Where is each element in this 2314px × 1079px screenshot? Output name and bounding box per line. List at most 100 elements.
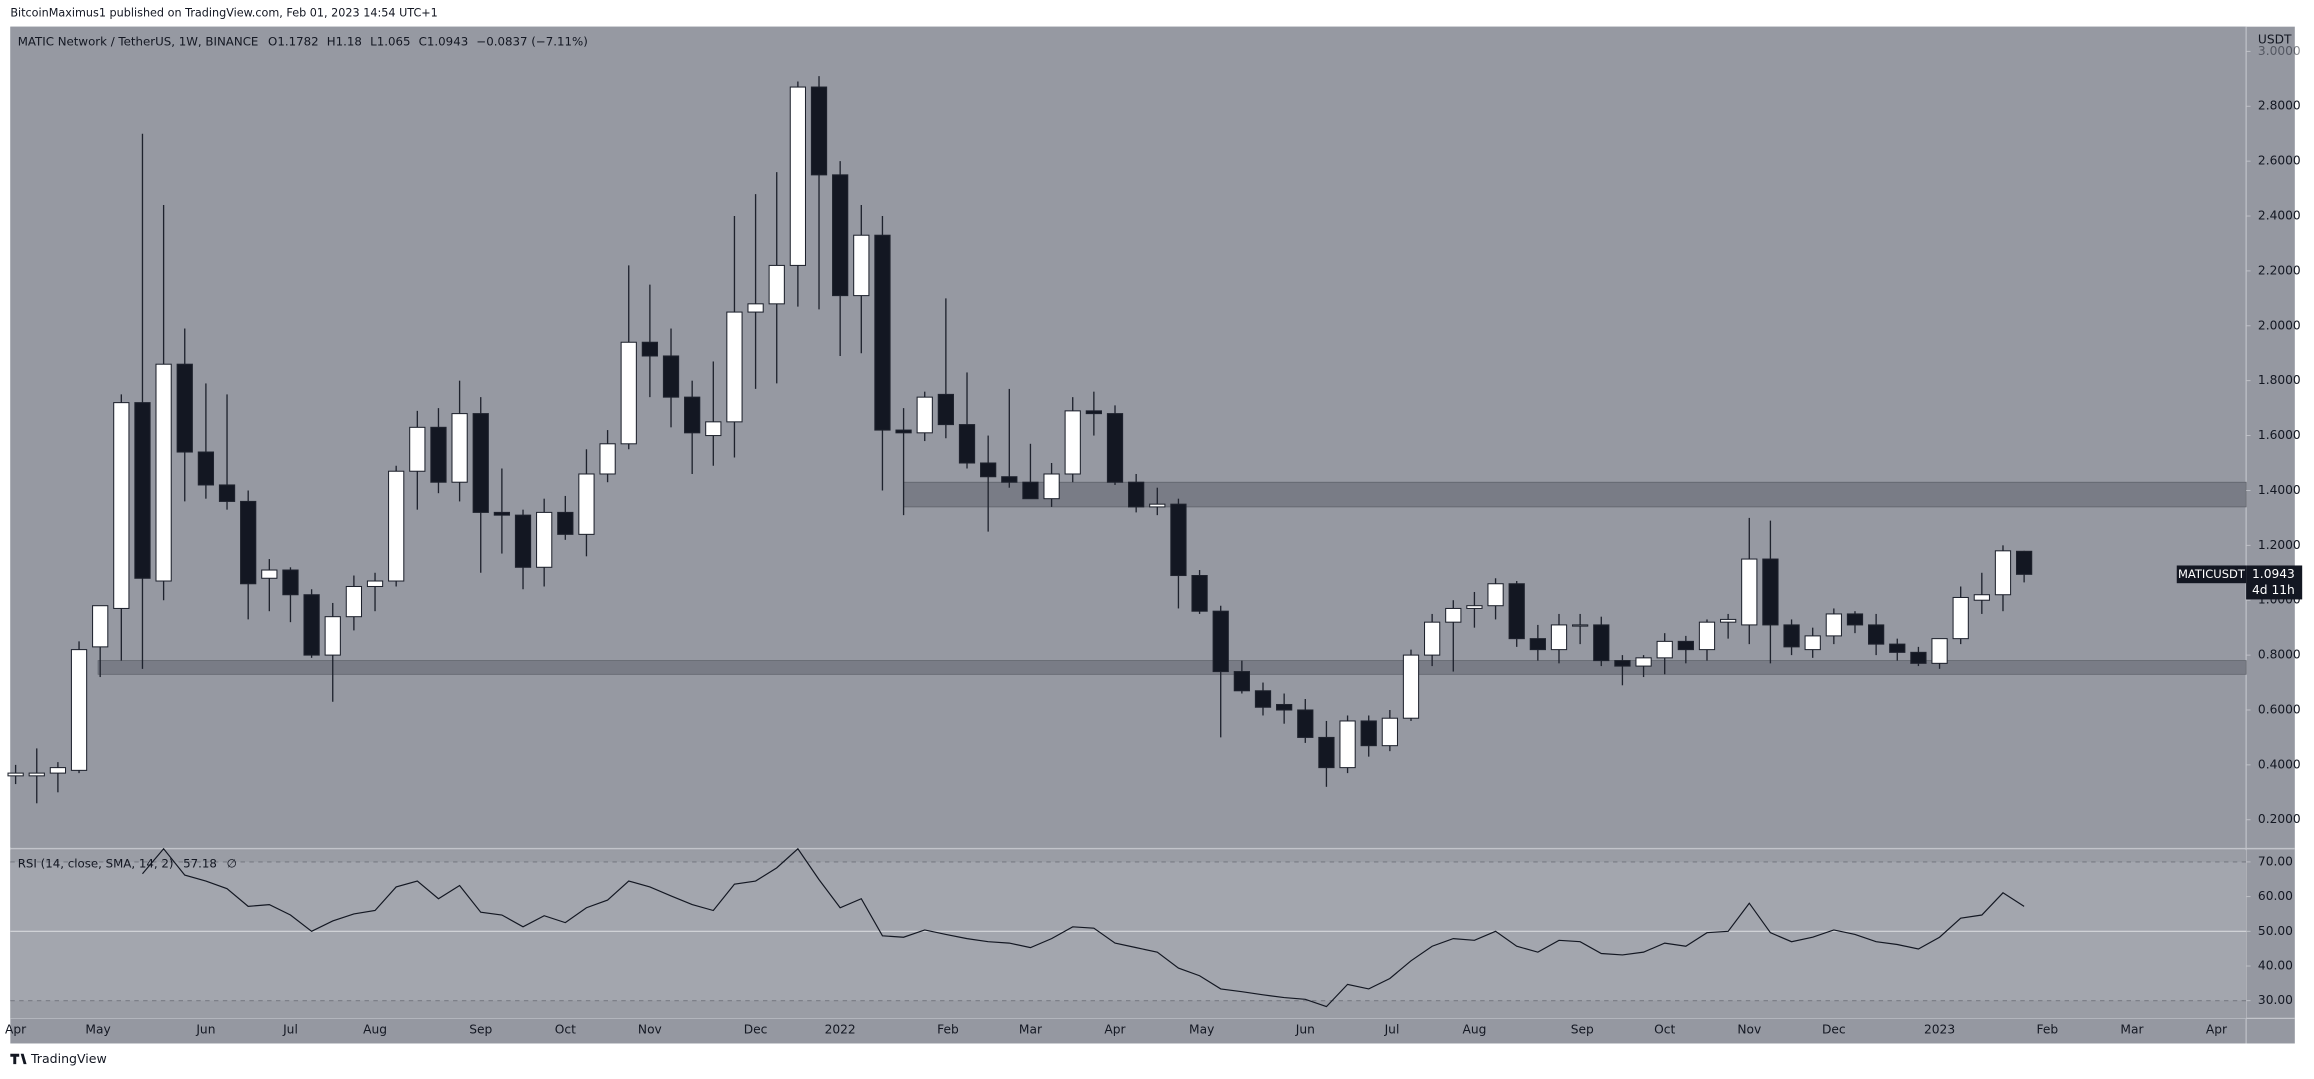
x-tick-label: Aug [1462,1023,1486,1037]
candle-body [895,429,912,434]
publisher-line: BitcoinMaximus1 published on TradingView… [10,6,437,19]
candle-body [832,174,849,297]
candle-body [1128,481,1145,508]
candle-body [1001,476,1018,483]
x-tick-label: 2022 [825,1023,856,1037]
rsi-line [142,847,2025,1008]
candle-body [1656,640,1673,659]
x-tick-label: Apr [2206,1023,2228,1037]
candle-body [1233,671,1250,692]
x-tick-label: Jun [195,1023,215,1037]
candle-body [578,473,595,535]
candle-body [768,264,785,305]
candle-body [134,402,151,579]
candle-body [1508,583,1525,640]
candle-body [1741,558,1758,626]
x-tick-label: Mar [2120,1023,2144,1037]
y-tick-label: 2.0000 [2258,318,2301,332]
ohlc-value: 1.18 [336,34,362,48]
ohlc-value: 1.1782 [277,34,318,48]
x-tick-label: Jul [1384,1023,1400,1037]
candle-body [1910,651,1927,664]
candle-body [49,767,67,774]
candle-body [1698,621,1716,651]
candle-body [1212,610,1229,673]
x-tick-label: Dec [744,1023,768,1037]
candle-body [176,363,193,453]
footer-brand: TradingView [30,1051,107,1066]
candle-body [1762,558,1779,626]
rsi-tick-label: 60.00 [2258,889,2293,903]
candle-body [324,616,341,656]
y-tick-label: 0.8000 [2258,648,2301,662]
candle-body [874,234,891,431]
candle-body [557,511,574,535]
rsi-title: RSI (14, close, SMA, 14, 2) [18,856,174,870]
candle-body [197,451,215,486]
y-tick-label: 2.8000 [2258,99,2301,113]
x-tick-label: Mar [1019,1023,1043,1037]
candle-body [1931,638,1948,664]
ohlc-value: 1.0943 [427,34,468,48]
ohlc-prefix: O [268,34,277,48]
price-panel [10,26,2247,848]
rsi-layer [10,847,2247,1019]
support-zone [97,660,2247,675]
candle-body [1043,473,1060,500]
candle-body [1593,624,1610,662]
candle-body [1318,736,1335,769]
candle-body [1149,503,1166,508]
x-tick-label: Sep [469,1023,492,1037]
footer-logo: TradingView [10,1051,107,1066]
candle-body [92,605,109,648]
change-value: −0.0837 (−7.11%) [476,34,587,48]
y-tick-label: 0.2000 [2258,812,2301,826]
candle-body [958,424,976,464]
rsi-tick-label: 40.00 [2258,959,2293,973]
candle-body [451,413,468,483]
candle-body [789,86,807,266]
candle-body [1064,410,1081,475]
candle-body [261,569,278,579]
candle-body [1022,481,1039,500]
x-tick-label: Feb [937,1023,959,1037]
x-tick-label: May [85,1023,110,1037]
y-tick-label: 3.0000 [2258,44,2301,58]
countdown-tag: 4d 11h [2252,583,2295,597]
candle-body [1846,613,1864,626]
x-tick-label: Aug [363,1023,387,1037]
ohlc-prefix: L [370,34,377,48]
y-tick-label: 2.4000 [2258,209,2301,223]
candle-body [218,484,236,502]
candle-body [1635,657,1652,667]
candle-body [1952,596,1969,640]
candle-body [705,421,722,437]
x-tick-label: Feb [2037,1023,2059,1037]
candle-body [1191,575,1208,612]
rsi-value: 57.18 [183,856,217,870]
candle-body [113,402,130,609]
candle-body [1339,720,1356,769]
axis-layer: 0.20000.40000.60000.80001.00001.20001.40… [5,44,2303,1037]
rsi-flag: ∅ [227,856,237,870]
price-tag: 1.0943 [2252,567,2295,581]
candle-body [684,396,701,434]
candle-body [282,569,299,596]
candle-body [1106,413,1124,483]
candle-body [1254,690,1272,708]
y-tick-label: 2.6000 [2258,154,2301,168]
candle-body [853,234,870,297]
candle-body [1360,720,1377,747]
candle-body [366,580,384,588]
candle-body [1297,709,1314,738]
ohlc-prefix: C [419,34,427,48]
candle-body [726,311,743,423]
candle-body [1783,624,1800,648]
x-tick-label: Jun [1295,1023,1315,1037]
candle-body [599,443,616,475]
candle-body [1276,703,1293,711]
candle-body [1889,643,1906,653]
candle-body [1994,550,2012,596]
candle-body [1825,613,1842,637]
